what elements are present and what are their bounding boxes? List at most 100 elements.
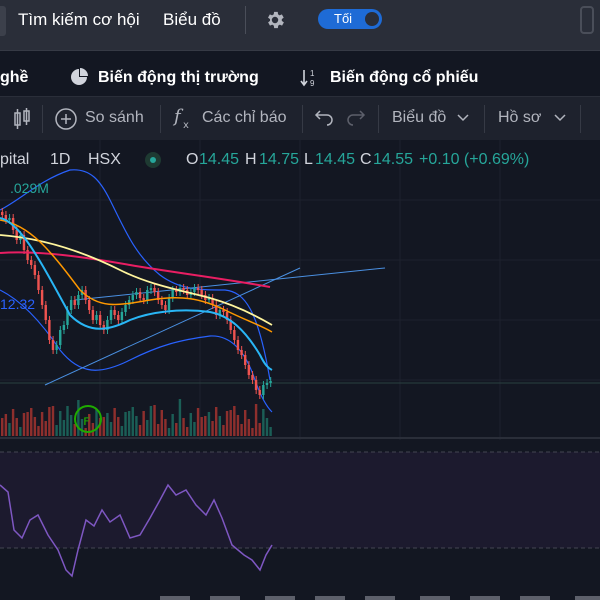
volume-bar bbox=[222, 425, 225, 436]
plus-circle-icon[interactable] bbox=[54, 107, 78, 131]
fx-icon[interactable]: f x bbox=[172, 107, 194, 131]
volume-bar bbox=[225, 411, 229, 436]
candle-body bbox=[106, 320, 109, 330]
candle-body bbox=[4, 215, 8, 220]
time-axis-ticks bbox=[160, 596, 600, 600]
volume-bar bbox=[182, 418, 185, 436]
volume-bar bbox=[80, 419, 84, 436]
subnav-item-industry[interactable]: ghề bbox=[0, 69, 29, 86]
candle-body bbox=[149, 288, 153, 290]
volume-bar bbox=[146, 420, 149, 436]
candlestick-icon[interactable] bbox=[12, 107, 32, 131]
candle-body bbox=[44, 305, 47, 320]
candle-body bbox=[26, 250, 29, 260]
volume-bar bbox=[51, 406, 55, 436]
volume-bar bbox=[204, 416, 207, 436]
event-marker-circle[interactable] bbox=[74, 405, 102, 433]
theme-toggle[interactable]: Tối bbox=[318, 9, 382, 29]
candle-body bbox=[120, 312, 124, 320]
nav-chart[interactable]: Biểu đồ bbox=[163, 10, 221, 29]
candle-body bbox=[171, 290, 174, 298]
candle-body bbox=[233, 330, 236, 340]
volume-bar bbox=[8, 423, 11, 436]
candle-body bbox=[30, 260, 33, 265]
volume-bar bbox=[243, 410, 247, 436]
ma-200-line bbox=[0, 251, 271, 288]
nav-opportunity-search[interactable]: Tìm kiếm cơ hội bbox=[18, 10, 140, 29]
candle-body bbox=[214, 305, 218, 315]
candle-body bbox=[91, 310, 95, 320]
volume-bar bbox=[262, 409, 265, 436]
volume-bar bbox=[37, 426, 40, 436]
symbol-name[interactable]: pital bbox=[0, 151, 30, 168]
volume-bar bbox=[19, 427, 22, 436]
volume-bar bbox=[26, 412, 29, 436]
rsi-band bbox=[0, 452, 600, 548]
sub-navigation: ghề Biến động thị trường 1 9 Biến động c… bbox=[0, 60, 600, 94]
candle-body bbox=[77, 295, 80, 305]
volume-bar bbox=[109, 422, 113, 436]
candle-body bbox=[37, 275, 40, 290]
volume-bar bbox=[135, 416, 138, 436]
subnav-market-movement[interactable]: Biến động thị trường bbox=[98, 69, 259, 86]
volume-bar bbox=[117, 417, 120, 436]
volume-bar bbox=[251, 428, 254, 436]
candle-body bbox=[258, 390, 261, 395]
volume-bar bbox=[167, 428, 171, 436]
panel-toggle-icon[interactable] bbox=[580, 6, 594, 34]
volume-bar bbox=[131, 407, 134, 436]
interval-label[interactable]: 1D bbox=[50, 151, 71, 168]
volume-bar bbox=[55, 425, 58, 436]
volume-bar bbox=[218, 416, 222, 436]
undo-icon[interactable] bbox=[314, 107, 334, 131]
candle-body bbox=[222, 310, 225, 312]
indicators-button[interactable]: Các chỉ báo bbox=[202, 109, 287, 126]
candle-body bbox=[138, 292, 142, 298]
svg-text:x: x bbox=[183, 120, 189, 131]
gear-icon[interactable] bbox=[264, 9, 286, 31]
chevron-down-icon[interactable] bbox=[553, 113, 567, 123]
volume-value-label: .029M bbox=[10, 180, 49, 196]
bollinger-upper bbox=[0, 169, 271, 381]
redo-icon[interactable] bbox=[346, 107, 366, 131]
volume-bar bbox=[106, 413, 109, 436]
nav-scroll-stub[interactable] bbox=[0, 6, 6, 36]
toolbar-divider bbox=[160, 105, 161, 133]
candle-body bbox=[8, 218, 11, 220]
trendline-lower bbox=[44, 267, 301, 386]
volume-bar bbox=[59, 411, 62, 436]
volume-bar bbox=[30, 408, 33, 436]
subnav-stock-movement[interactable]: Biến động cổ phiếu bbox=[330, 69, 479, 86]
close-value: 14.55 bbox=[373, 151, 414, 168]
volume-bar bbox=[69, 415, 73, 436]
volume-bar bbox=[193, 422, 196, 436]
volume-bar bbox=[240, 424, 243, 436]
sort-numeric-icon: 1 9 bbox=[300, 69, 315, 88]
sort-icon-top-digit: 1 bbox=[310, 69, 315, 78]
volume-bar bbox=[171, 414, 174, 436]
volume-bar bbox=[254, 404, 258, 436]
volume-bar bbox=[258, 423, 261, 436]
candle-body bbox=[98, 315, 102, 325]
volume-bar bbox=[138, 425, 142, 436]
chart-type-dropdown[interactable]: Biểu đồ bbox=[392, 109, 447, 126]
candle-body bbox=[131, 295, 134, 300]
price-chart[interactable]: ꜰ bbox=[0, 140, 600, 600]
candle-body bbox=[124, 305, 127, 312]
candle-body bbox=[164, 305, 167, 310]
chevron-down-icon[interactable] bbox=[456, 113, 470, 123]
candle-body bbox=[69, 300, 73, 310]
low-value: 14.45 bbox=[315, 151, 356, 168]
volume-bar bbox=[120, 426, 124, 436]
candle-body bbox=[15, 230, 18, 240]
time-axis[interactable] bbox=[0, 586, 600, 600]
toolbar-divider bbox=[580, 105, 581, 133]
high-label: H bbox=[245, 151, 257, 168]
compare-button[interactable]: So sánh bbox=[85, 109, 144, 126]
volume-bar bbox=[124, 412, 127, 436]
candle-body bbox=[229, 320, 232, 330]
candle-body bbox=[167, 298, 171, 310]
toggle-knob bbox=[365, 12, 379, 26]
candle-body bbox=[88, 300, 91, 310]
profile-dropdown[interactable]: Hồ sơ bbox=[498, 109, 542, 126]
